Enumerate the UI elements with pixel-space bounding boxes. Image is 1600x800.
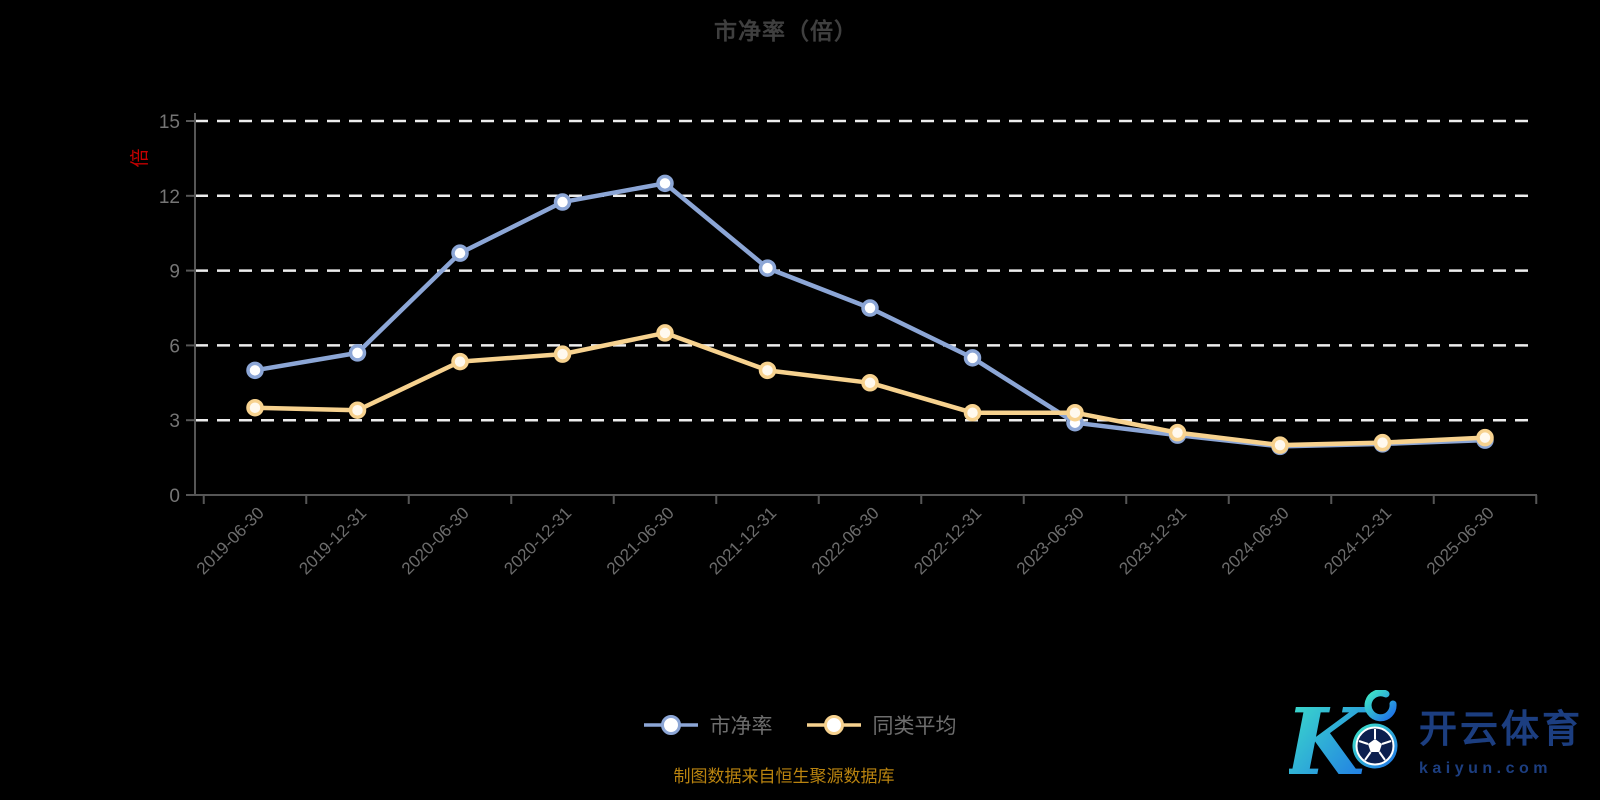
data-point[interactable] — [1373, 433, 1392, 452]
watermark-domain: kaiyun.com — [1418, 760, 1553, 777]
y-tick-label: 6 — [169, 336, 180, 357]
legend-label: 同类平均 — [872, 715, 957, 738]
data-point[interactable] — [963, 349, 982, 367]
data-point[interactable] — [1476, 428, 1494, 447]
soccer-ball-icon — [1352, 723, 1398, 769]
legend-item-1[interactable]: 同类平均 — [806, 710, 957, 740]
x-tick-label: 2021-12-31 — [705, 503, 780, 578]
data-point[interactable] — [553, 193, 572, 211]
legend: 市净率 同类平均 — [0, 710, 1600, 740]
data-point[interactable] — [553, 345, 572, 363]
data-point[interactable] — [348, 344, 367, 362]
chart-title: 市净率（倍） — [714, 18, 858, 44]
data-point[interactable] — [758, 361, 777, 380]
x-tick-label: 2019-12-31 — [295, 503, 370, 578]
watermark-brand: 开云体育 — [1418, 709, 1583, 752]
x-tick-label: 2020-06-30 — [398, 503, 473, 578]
data-point[interactable] — [861, 299, 879, 317]
y-tick-label: 9 — [169, 262, 180, 283]
data-point[interactable] — [861, 374, 879, 392]
data-source-note: 制图数据来自恒生聚源数据库 — [673, 767, 895, 786]
x-tick-label: 2020-12-31 — [500, 503, 575, 578]
kaiyun-logo-icon: K — [1289, 690, 1398, 782]
logo-swirl — [1364, 690, 1397, 722]
legend-marker-icon — [806, 715, 861, 735]
data-point[interactable] — [348, 401, 367, 419]
x-tick-label: 2022-06-30 — [808, 503, 883, 578]
y-tick-label: 3 — [169, 411, 180, 432]
data-point[interactable] — [656, 324, 674, 342]
legend-marker-icon — [643, 715, 698, 735]
x-tick-label: 2023-12-31 — [1115, 503, 1190, 578]
data-point[interactable] — [451, 352, 469, 371]
x-tick-label: 2024-12-31 — [1320, 503, 1395, 578]
x-tick-label: 2024-06-30 — [1218, 503, 1293, 578]
x-tick-label: 2021-06-30 — [603, 503, 678, 578]
data-point[interactable] — [1066, 403, 1084, 422]
data-point[interactable] — [246, 398, 264, 417]
x-tick-label: 2023-06-30 — [1013, 503, 1088, 578]
data-point[interactable] — [451, 244, 469, 262]
x-tick-label: 2019-06-30 — [193, 503, 268, 578]
data-point[interactable] — [758, 259, 777, 277]
y-tick-label: 15 — [159, 112, 180, 133]
data-point[interactable] — [1168, 423, 1187, 442]
legend-label: 市净率 — [709, 715, 773, 738]
data-point[interactable] — [246, 361, 264, 380]
x-tick-label: 2022-12-31 — [910, 503, 985, 578]
data-point[interactable] — [963, 403, 982, 422]
data-point[interactable] — [1271, 436, 1289, 454]
y-tick-label: 0 — [169, 486, 180, 507]
x-tick-label: 2025-06-30 — [1423, 503, 1498, 578]
data-point[interactable] — [656, 174, 674, 193]
legend-item-0[interactable]: 市净率 — [643, 710, 773, 740]
y-tick-label: 12 — [159, 187, 180, 208]
watermark: K 开云体育 kaiyun.com — [1289, 690, 1583, 782]
